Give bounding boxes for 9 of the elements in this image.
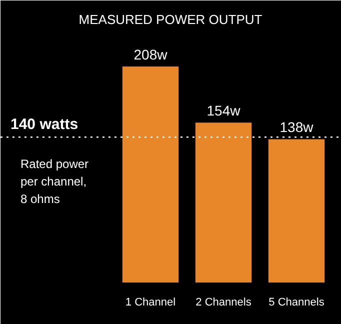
data-label: 154w bbox=[206, 102, 242, 119]
x-tick-label: 5 Channels bbox=[268, 296, 325, 308]
ref-line-label: 140 watts bbox=[10, 116, 78, 134]
data-label: 138w bbox=[280, 119, 314, 136]
chart-title: MEASURED POWER OUTPUT bbox=[78, 12, 262, 27]
x-tick-label: 1 Channel bbox=[125, 296, 176, 308]
x-tick-label: 2 Channels bbox=[196, 296, 252, 308]
text: Rated power per channel, 8 ohms bbox=[20, 157, 89, 206]
data-label: 208w bbox=[134, 46, 168, 62]
